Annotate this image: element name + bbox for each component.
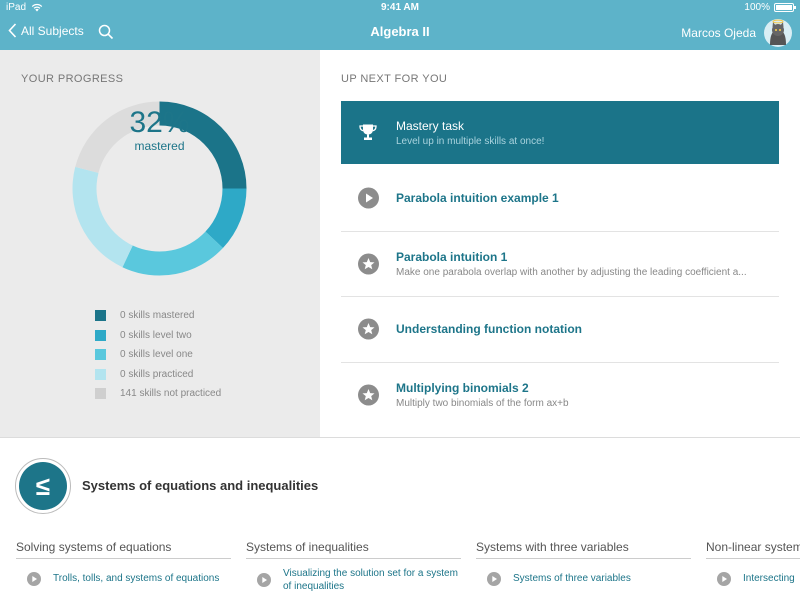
mastery-percent: 32% bbox=[129, 106, 190, 139]
task-item-multiplying-binomials[interactable]: Multiplying binomials 2 Multiply two bin… bbox=[341, 363, 779, 429]
user-profile-button[interactable]: Marcos Ojeda bbox=[681, 19, 792, 47]
donut-center: 32% mastered bbox=[72, 106, 247, 154]
play-icon bbox=[27, 572, 41, 586]
task-title: Multiplying binomials 2 bbox=[396, 381, 529, 396]
legend-swatch bbox=[95, 329, 106, 341]
legend-label: 141 skills not practiced bbox=[120, 388, 222, 400]
page-title: Algebra II bbox=[370, 24, 430, 39]
topic-column: Solving systems of equations Trolls, tol… bbox=[16, 540, 231, 586]
play-icon bbox=[487, 572, 501, 586]
donut-slice-mastered bbox=[159, 101, 247, 189]
topic-title: Systems of equations and inequalities bbox=[82, 478, 319, 493]
play-icon bbox=[257, 573, 271, 587]
progress-panel: YOUR PROGRESS 0 skills mastered 0 skills … bbox=[0, 50, 320, 437]
task-text: Multiplying binomials 2 Multiply two bin… bbox=[396, 381, 777, 409]
column-item-label: Systems of three variables bbox=[513, 573, 631, 584]
legend-label: 0 skills mastered bbox=[120, 310, 195, 322]
legend-swatch bbox=[95, 310, 106, 322]
star-icon bbox=[358, 318, 379, 340]
task-item-parabola-intuition[interactable]: Parabola intuition 1 Make one parabola o… bbox=[341, 232, 779, 297]
star-icon bbox=[358, 253, 379, 275]
legend-label: 0 skills level two bbox=[120, 329, 192, 341]
legend-item: 141 skills not practiced bbox=[95, 384, 221, 404]
task-title: Understanding function notation bbox=[396, 322, 582, 337]
status-left: iPad bbox=[6, 2, 43, 13]
search-icon bbox=[98, 24, 114, 40]
task-title: Parabola intuition 1 bbox=[396, 249, 508, 264]
legend-swatch bbox=[95, 368, 106, 380]
task-item-parabola-example[interactable]: Parabola intuition example 1 bbox=[341, 166, 779, 232]
task-item-function-notation[interactable]: Understanding function notation bbox=[341, 297, 779, 363]
legend-item: 0 skills level one bbox=[95, 345, 221, 365]
trophy-icon bbox=[357, 122, 378, 143]
column-header[interactable]: Non-linear systems bbox=[706, 540, 800, 559]
battery-fill bbox=[776, 5, 792, 10]
legend-item: 0 skills level two bbox=[95, 326, 221, 346]
up-next-list: Mastery task Level up in multiple skills… bbox=[341, 101, 779, 428]
status-right: 100% bbox=[744, 2, 796, 13]
search-button[interactable] bbox=[98, 24, 114, 45]
topic-column: Non-linear systems Intersecting bbox=[706, 540, 800, 586]
chevron-left-icon bbox=[8, 23, 17, 38]
column-item[interactable]: Visualizing the solution set for a syste… bbox=[246, 567, 461, 593]
device-name: iPad bbox=[6, 2, 27, 13]
column-header[interactable]: Systems with three variables bbox=[476, 540, 691, 559]
status-time: 9:41 AM bbox=[381, 2, 419, 13]
task-subtitle: Make one parabola overlap with another b… bbox=[396, 266, 747, 278]
status-bar: iPad 9:41 AM 100% bbox=[0, 0, 800, 16]
column-item-label: Intersecting bbox=[743, 573, 795, 584]
up-next-panel: UP NEXT FOR YOU Mastery task Level up in… bbox=[320, 50, 800, 437]
inequality-icon: ≤ bbox=[19, 462, 67, 510]
battery-icon bbox=[774, 3, 796, 12]
progress-donut-chart bbox=[72, 101, 247, 276]
play-icon bbox=[358, 187, 379, 209]
legend-swatch bbox=[95, 388, 106, 400]
column-item[interactable]: Intersecting bbox=[706, 572, 800, 586]
progress-legend: 0 skills mastered 0 skills level two 0 ski… bbox=[95, 306, 221, 404]
topic-column: Systems with three variables Systems of … bbox=[476, 540, 691, 586]
star-icon bbox=[358, 384, 379, 406]
donut-slice-not-practiced bbox=[75, 101, 160, 173]
back-button[interactable]: All Subjects bbox=[8, 23, 84, 38]
donut-slice-practiced bbox=[72, 166, 133, 268]
column-header[interactable]: Systems of inequalities bbox=[246, 540, 461, 559]
column-item[interactable]: Trolls, tolls, and systems of equations bbox=[16, 572, 231, 586]
column-header[interactable]: Solving systems of equations bbox=[16, 540, 231, 559]
task-title: Mastery task bbox=[396, 118, 465, 133]
up-next-section-label: UP NEXT FOR YOU bbox=[341, 73, 448, 85]
topic-badge[interactable]: ≤ bbox=[15, 458, 71, 514]
legend-item: 0 skills practiced bbox=[95, 365, 221, 385]
progress-section-label: YOUR PROGRESS bbox=[21, 73, 124, 85]
task-subtitle: Level up in multiple skills at once! bbox=[396, 135, 545, 147]
battery-percent: 100% bbox=[744, 2, 770, 13]
nav-bar: All Subjects Algebra II Marcos Ojeda bbox=[0, 16, 800, 50]
column-item-label: Visualizing the solution set for a syste… bbox=[283, 568, 458, 592]
task-title: Parabola intuition example 1 bbox=[396, 191, 559, 206]
wifi-icon bbox=[31, 3, 43, 12]
legend-swatch bbox=[95, 349, 106, 361]
topic-columns: Solving systems of equations Trolls, tol… bbox=[16, 540, 800, 600]
task-item-mastery[interactable]: Mastery task Level up in multiple skills… bbox=[341, 101, 779, 164]
task-text: Understanding function notation bbox=[396, 322, 777, 336]
task-text: Parabola intuition example 1 bbox=[396, 191, 777, 205]
legend-label: 0 skills practiced bbox=[120, 368, 194, 380]
mastery-label: mastered bbox=[134, 139, 185, 153]
donut-slice-level-two bbox=[205, 188, 247, 249]
back-button-label: All Subjects bbox=[21, 23, 84, 38]
task-subtitle: Multiply two binomials of the form ax+b bbox=[396, 398, 569, 410]
section-divider bbox=[0, 437, 800, 438]
play-icon bbox=[717, 572, 731, 586]
legend-item: 0 skills mastered bbox=[95, 306, 221, 326]
avatar bbox=[764, 19, 792, 47]
legend-label: 0 skills level one bbox=[120, 349, 193, 361]
column-item-label: Trolls, tolls, and systems of equations bbox=[53, 573, 220, 584]
column-item[interactable]: Systems of three variables bbox=[476, 572, 691, 586]
task-text: Parabola intuition 1 Make one parabola o… bbox=[396, 250, 777, 278]
task-text: Mastery task Level up in multiple skills… bbox=[396, 119, 777, 147]
user-name: Marcos Ojeda bbox=[681, 26, 756, 40]
topic-column: Systems of inequalities Visualizing the … bbox=[246, 540, 461, 593]
avatar-image bbox=[764, 19, 792, 47]
donut-slice-level-one bbox=[122, 231, 223, 276]
